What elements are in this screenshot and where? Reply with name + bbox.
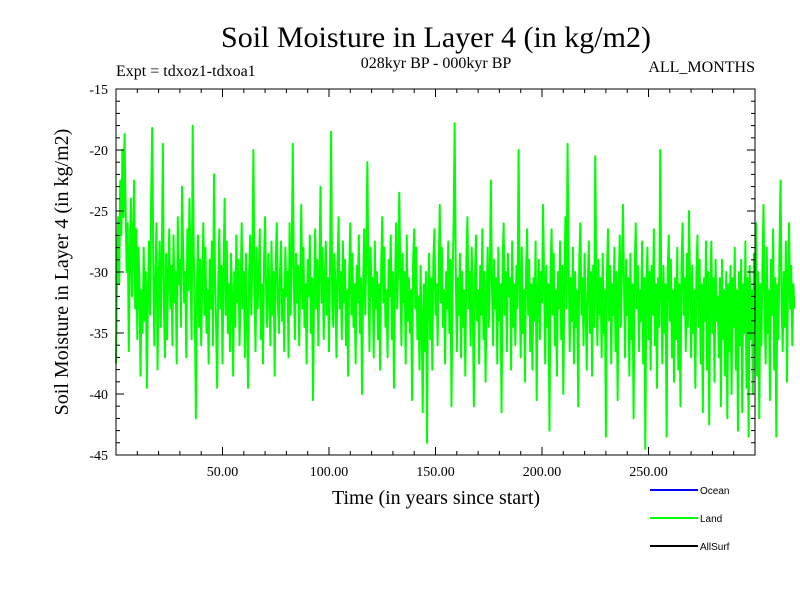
x-axis-ticks: 50.00 100.00 150.00 200.00 250.00 — [136, 89, 735, 480]
y-tick-label: -30 — [89, 266, 108, 281]
legend-label-allsurf: AllSurf — [700, 542, 730, 553]
x-tick-label: 50.00 — [207, 465, 239, 480]
y-tick-label: -35 — [89, 327, 108, 342]
x-tick-label: 100.00 — [310, 465, 349, 480]
y-tick-label: -45 — [89, 449, 108, 464]
y-tick-label: -25 — [89, 205, 108, 220]
legend: Ocean Land AllSurf — [650, 486, 730, 553]
y-axis-label: Soil Moisture in Layer 4 (in kg/m2) — [51, 129, 73, 416]
x-axis-label: Time (in years since start) — [332, 487, 540, 509]
period-label: ALL_MONTHS — [648, 59, 755, 76]
y-tick-label: -20 — [89, 144, 108, 159]
y-tick-label: -15 — [89, 83, 108, 98]
legend-label-land: Land — [700, 514, 722, 525]
x-tick-label: 150.00 — [416, 465, 455, 480]
series-line-land — [115, 122, 796, 450]
plot-lines — [115, 122, 796, 450]
y-tick-label: -40 — [89, 388, 108, 403]
x-tick-label: 200.00 — [523, 465, 562, 480]
legend-label-ocean: Ocean — [700, 486, 729, 497]
x-tick-label: 250.00 — [629, 465, 668, 480]
chart-title: Soil Moisture in Layer 4 (in kg/m2) — [221, 21, 651, 54]
chart-subtitle: 028kyr BP - 000kyr BP — [361, 55, 512, 72]
y-axis-ticks: -15 -20 -25 -30 -35 -40 -45 — [89, 83, 755, 464]
experiment-label: Expt = tdxoz1-tdxoa1 — [116, 63, 256, 80]
